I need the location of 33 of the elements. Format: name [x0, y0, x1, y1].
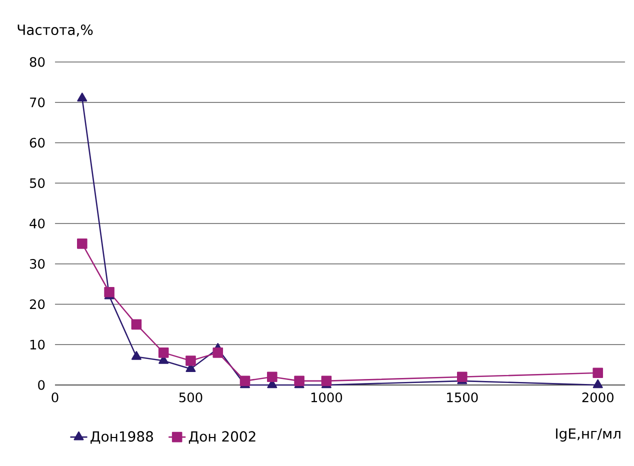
legend-label: Дон 2002	[188, 431, 256, 444]
point	[240, 376, 250, 386]
point	[77, 92, 88, 102]
point	[131, 351, 142, 360]
x-tick-label: 0	[52, 392, 58, 402]
x-tick-label: 1000	[311, 392, 342, 402]
y-tick-label: 80	[30, 57, 45, 67]
point	[592, 379, 603, 388]
x-tick-label: 2000	[582, 392, 614, 402]
point	[158, 348, 169, 358]
point	[294, 376, 304, 386]
point	[457, 372, 468, 382]
point	[267, 372, 278, 382]
x-axis-title: IgE,нг/мл	[556, 428, 620, 442]
y-tick-label: 50	[30, 178, 45, 188]
y-tick-label: 10	[30, 340, 45, 350]
y-tick-label: 70	[30, 97, 45, 108]
point	[592, 368, 604, 378]
x-tick-label: 1500	[447, 392, 478, 402]
x-tick-label: 500	[179, 392, 202, 402]
y-tick-label: 0	[38, 380, 45, 390]
y-axis-title: Частота,%	[18, 24, 93, 36]
y-tick-label: 60	[30, 138, 45, 148]
y-tick-label: 40	[30, 218, 45, 228]
point	[212, 348, 224, 358]
point	[104, 286, 114, 298]
y-tick-label: 20	[30, 299, 45, 310]
point	[321, 376, 332, 386]
y-tick-label: 30	[30, 258, 45, 269]
legend-label: Дон1988	[90, 431, 153, 444]
point	[186, 356, 196, 366]
point	[131, 319, 142, 330]
point	[77, 238, 88, 249]
